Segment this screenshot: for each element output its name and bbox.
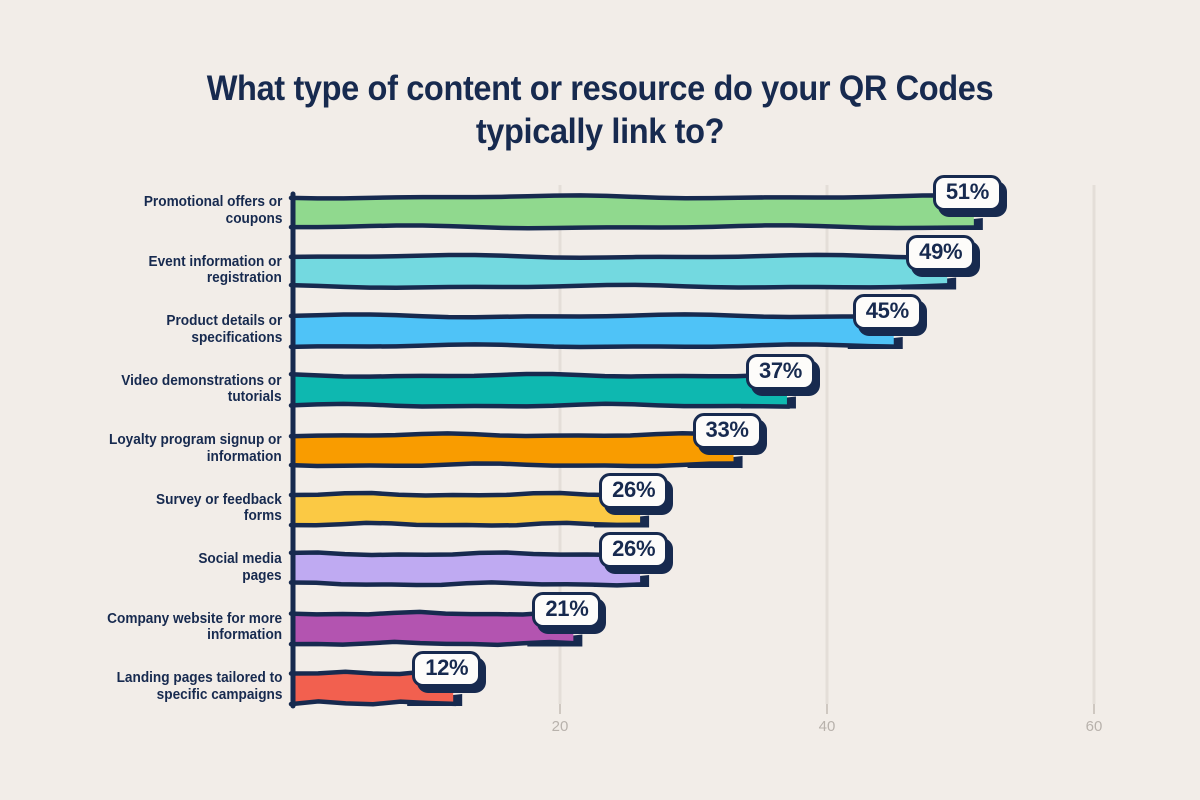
bar-fill [293,197,974,227]
bar-outline-top [288,252,951,260]
bar-outline-top [288,371,791,379]
bar-outline-bottom [288,282,952,290]
category-label: Social media pages [198,551,282,584]
bar-outline-bottom [288,342,898,350]
value-callout: 26% [599,472,669,509]
x-axis-tick-label: 20 [551,718,569,735]
category-label-column: Promotional offers or coupons Event infor… [60,0,282,800]
bar-fill [293,494,641,525]
bar-fill [293,613,574,644]
bar-group[interactable] [288,609,583,648]
bar-outline-bottom [288,461,738,469]
bar-outline-bottom [288,520,645,528]
bar-group[interactable] [288,550,650,588]
value-callout: 37% [745,353,816,390]
bar-group[interactable] [288,252,957,290]
bar-outline-top [288,490,644,498]
bar-outline-top [288,431,737,439]
value-callout: 33% [692,413,762,449]
value-callout: 49% [906,234,976,271]
bar-outline-top [288,609,577,617]
category-label: Loyalty program signup or information [109,432,282,465]
bar-fill [293,554,641,584]
x-axis-tick-label: 60 [1085,718,1103,735]
bar-group[interactable] [288,312,903,350]
category-label: Event information or registration [148,253,282,287]
bar-fill [293,435,734,465]
category-label: Company website for more information [107,610,282,644]
category-label: Landing pages tailored to specific campa… [116,670,282,703]
category-label: Product details or specifications [166,313,282,346]
bar-outline-top [288,193,978,201]
bar-outline-bottom [288,401,792,409]
category-label: Promotional offers or coupons [143,194,282,227]
bar-outline-bottom [288,223,979,231]
bar-fill [293,316,894,346]
x-axis-tick-label: 40 [818,718,836,735]
bar-fill [293,375,787,406]
bar-group[interactable] [288,193,983,231]
category-label: Video demonstrations or tutorials [121,372,282,406]
bar-group[interactable] [288,490,650,528]
value-callout: 26% [599,532,669,568]
bar-group[interactable] [288,371,796,409]
value-callout: 12% [412,651,482,687]
value-callout: 21% [532,591,602,628]
chart-title: What type of content or resource do your… [206,69,994,151]
value-callout: 51% [932,175,1002,211]
bar-fill [293,256,948,287]
bar-outline-bottom [288,639,578,648]
bar-outline-top [288,312,897,320]
bar-outline-top [288,550,644,558]
category-label: Survey or feedback forms [156,491,282,525]
bar-outline-bottom [288,580,645,588]
bar-group[interactable] [288,431,743,469]
value-callout: 45% [852,294,922,330]
bar-outline-bottom [288,699,458,707]
